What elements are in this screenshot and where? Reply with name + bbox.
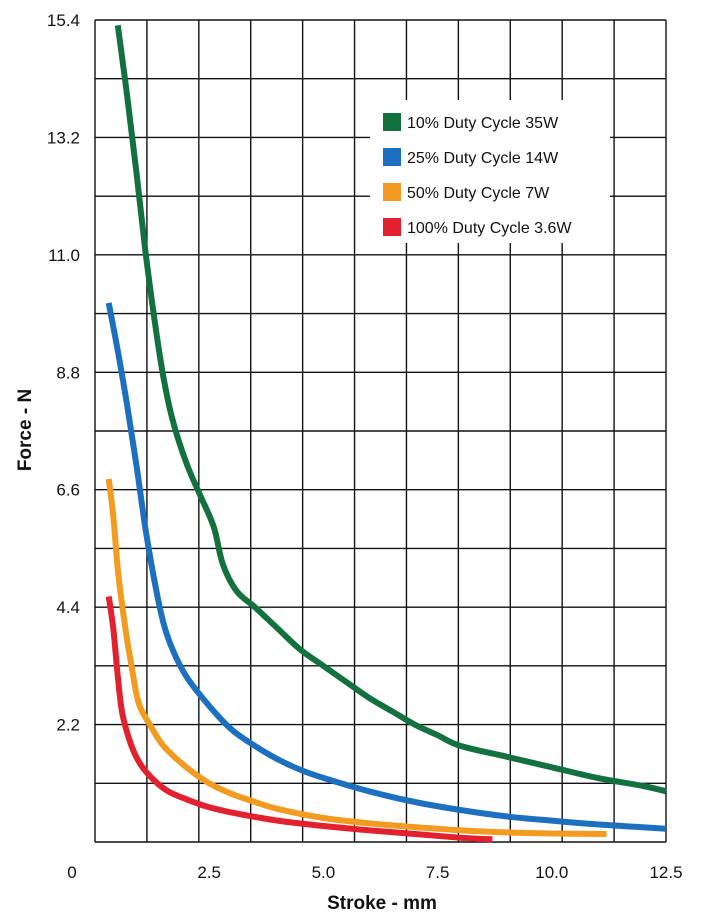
legend-background xyxy=(370,100,610,243)
y-tick-label: 11.0 xyxy=(48,246,80,265)
x-tick-label: 0 xyxy=(67,863,76,882)
legend-swatch-3 xyxy=(383,183,401,201)
series-line-3 xyxy=(105,478,607,837)
y-axis-ticks: 2.2 4.4 6.6 8.8 11.0 13.2 15.4 xyxy=(47,11,80,735)
x-tick-label: 7.5 xyxy=(426,863,450,882)
y-tick-label: 2.2 xyxy=(56,716,80,735)
x-tick-label: 5.0 xyxy=(312,863,336,882)
series-line-2 xyxy=(105,302,667,832)
legend: 10% Duty Cycle 35W 25% Duty Cycle 14W 50% … xyxy=(370,100,610,243)
y-tick-label: 6.6 xyxy=(56,481,80,500)
x-axis-label: Stroke - mm xyxy=(327,893,437,914)
legend-swatch-4 xyxy=(383,218,401,236)
legend-label-4: 100% Duty Cycle 3.6W xyxy=(407,220,572,237)
x-tick-label: 12.5 xyxy=(649,863,682,882)
x-axis-ticks: 0 2.5 5.0 7.5 10.0 12.5 xyxy=(67,863,682,882)
x-tick-label: 2.5 xyxy=(197,863,221,882)
series-line-1 xyxy=(114,24,667,795)
y-tick-label: 13.2 xyxy=(47,128,80,147)
legend-swatch-1 xyxy=(383,113,401,131)
y-tick-label: 4.4 xyxy=(56,598,80,617)
legend-label-3: 50% Duty Cycle 7W xyxy=(407,185,550,202)
y-tick-label: 15.4 xyxy=(47,11,80,30)
legend-swatch-2 xyxy=(383,148,401,166)
y-axis-label: Force - N xyxy=(15,389,36,471)
x-tick-label: 10.0 xyxy=(535,863,568,882)
series-line-4 xyxy=(105,596,493,843)
legend-label-2: 25% Duty Cycle 14W xyxy=(407,150,559,167)
legend-label-1: 10% Duty Cycle 35W xyxy=(407,115,559,132)
series-lines xyxy=(105,24,667,843)
y-tick-label: 8.8 xyxy=(56,363,80,382)
